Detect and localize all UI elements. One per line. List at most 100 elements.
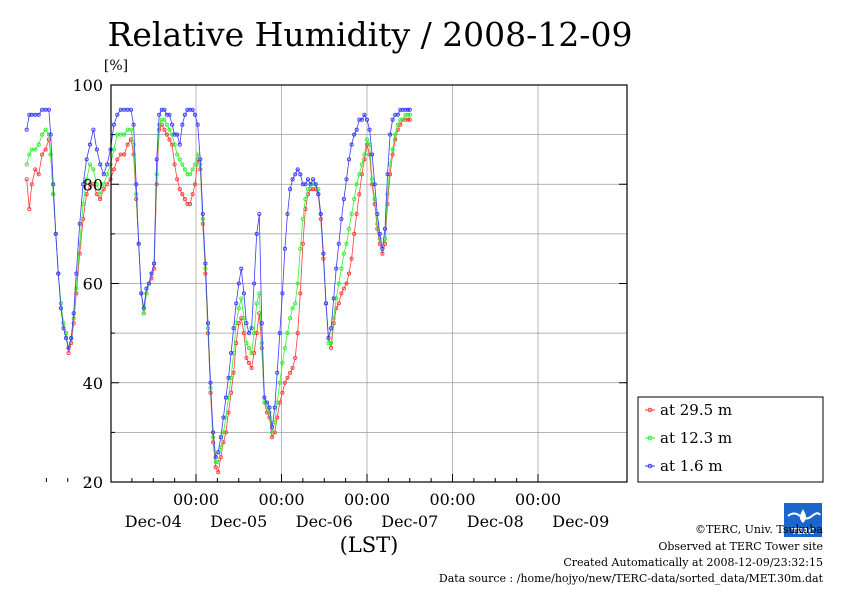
data-point xyxy=(308,187,313,192)
data-point xyxy=(98,192,103,197)
data-point xyxy=(136,241,141,246)
data-point xyxy=(77,251,82,256)
data-point xyxy=(246,360,252,365)
data-point xyxy=(354,211,359,217)
data-point xyxy=(139,291,144,296)
data-point xyxy=(180,162,185,167)
data-point xyxy=(208,380,213,385)
data-point xyxy=(367,152,372,157)
data-point xyxy=(403,107,408,112)
data-point xyxy=(144,286,149,291)
y-tick-label: 60 xyxy=(83,275,103,294)
data-point xyxy=(24,127,29,132)
data-point xyxy=(61,326,66,331)
data-point xyxy=(157,122,162,127)
x-tick-time-label: 00:00 xyxy=(258,490,304,509)
data-point xyxy=(164,132,169,137)
data-point xyxy=(152,261,157,266)
data-point xyxy=(24,177,29,182)
data-point xyxy=(27,207,32,212)
data-point xyxy=(400,117,405,122)
data-point xyxy=(105,162,110,167)
data-point xyxy=(131,142,136,147)
data-point xyxy=(223,415,228,420)
data-point xyxy=(395,122,400,127)
data-point xyxy=(71,321,76,326)
data-point xyxy=(144,291,149,296)
data-point xyxy=(36,112,41,117)
data-point xyxy=(246,331,252,336)
data-point xyxy=(290,365,295,370)
y-axis-ticks: 20 40 60 80 100 xyxy=(72,76,627,492)
data-point xyxy=(193,112,198,117)
logo-text: TERC xyxy=(792,527,815,536)
data-point xyxy=(398,122,403,127)
data-point xyxy=(270,435,275,440)
data-point xyxy=(290,177,295,182)
series-1 xyxy=(24,117,412,475)
data-point xyxy=(285,375,290,380)
data-point xyxy=(316,192,321,197)
data-point xyxy=(175,177,180,182)
terc-logo: TERC xyxy=(784,503,822,537)
data-point xyxy=(74,286,79,291)
data-point xyxy=(349,142,354,147)
data-point xyxy=(277,331,282,336)
x-tick-time-label: 00:00 xyxy=(429,490,475,509)
data-point xyxy=(395,112,400,117)
legend-marker xyxy=(647,435,653,441)
data-point xyxy=(231,326,236,331)
data-point xyxy=(77,221,82,226)
data-point xyxy=(336,301,341,306)
data-point xyxy=(221,415,226,420)
data-point xyxy=(313,182,318,187)
data-point xyxy=(277,380,282,385)
data-point xyxy=(164,122,169,127)
data-point xyxy=(239,316,244,321)
data-point xyxy=(170,142,175,147)
x-day-label: Dec-04 xyxy=(125,512,182,531)
data-point xyxy=(141,311,146,316)
data-point xyxy=(346,157,352,162)
data-point xyxy=(128,107,134,112)
data-point xyxy=(385,192,390,197)
data-point xyxy=(43,127,48,132)
data-point xyxy=(375,211,380,217)
data-point xyxy=(87,162,93,167)
data-point xyxy=(213,460,218,465)
data-point xyxy=(367,127,372,132)
data-point xyxy=(293,172,298,177)
data-point xyxy=(252,281,257,286)
x-tick-time-label: 00:00 xyxy=(515,490,561,509)
data-point xyxy=(329,341,334,346)
data-point xyxy=(357,117,362,122)
data-point xyxy=(122,132,127,137)
data-point xyxy=(128,127,134,132)
data-point xyxy=(267,405,272,410)
data-point xyxy=(195,122,200,127)
data-point xyxy=(339,216,344,222)
data-point xyxy=(252,331,257,336)
x-axis-ticks: 00:00 00:00 00:00 00:00 00:00 Dec-04 Dec-05 Dec… xyxy=(45,474,609,531)
legend-label: at 12.3 m xyxy=(660,429,732,447)
data-point xyxy=(270,425,275,430)
data-point xyxy=(36,172,41,177)
data-point xyxy=(48,132,53,137)
data-point xyxy=(236,321,241,326)
data-point xyxy=(74,271,79,276)
data-point xyxy=(84,157,89,162)
data-point xyxy=(390,117,395,122)
site-text: Observed at TERC Tower site xyxy=(658,540,823,553)
data-point xyxy=(305,187,311,192)
created-text: Created Automatically at 2008-12-09/23:3… xyxy=(563,556,823,569)
data-point xyxy=(203,261,208,266)
data-point xyxy=(264,400,270,405)
data-point xyxy=(298,291,303,296)
data-point xyxy=(321,251,326,256)
data-point xyxy=(46,107,51,112)
data-point xyxy=(115,157,120,162)
data-point xyxy=(359,172,364,177)
data-point xyxy=(262,395,267,400)
data-point xyxy=(252,350,257,356)
